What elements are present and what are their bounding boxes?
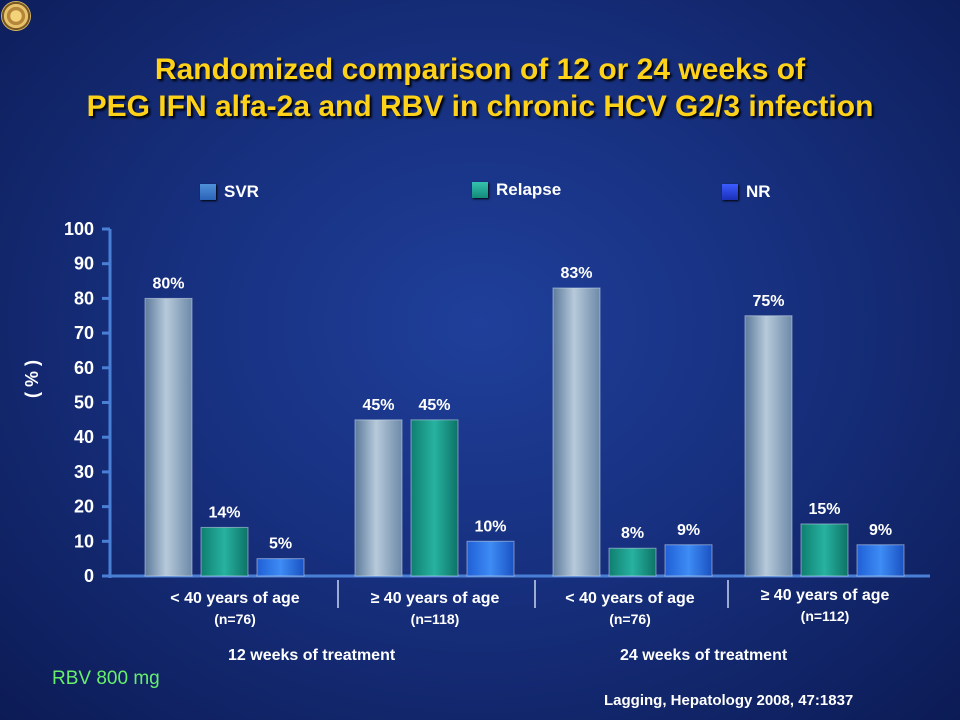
y-tick-label: 100	[64, 219, 94, 239]
group-label-3-n: (n=76)	[609, 611, 651, 627]
bar-svr-group-2	[354, 419, 403, 577]
bar-nr-group-1	[256, 558, 305, 577]
data-label-svr-group-1: 80%	[152, 275, 184, 292]
y-tick-label: 90	[74, 254, 94, 274]
data-label-relapse-group-2: 45%	[418, 397, 450, 414]
data-label-nr-group-3: 9%	[677, 522, 700, 539]
legend-label-svr: SVR	[224, 182, 259, 201]
legend-item-svr: SVR	[200, 181, 259, 203]
group-label-1-n: (n=76)	[214, 611, 256, 627]
legend-item-relapse: Relapse	[472, 179, 561, 201]
y-tick-label: 30	[74, 462, 94, 482]
bar-svr-group-4	[744, 315, 793, 577]
group-label-1-text: < 40 years of age	[170, 590, 300, 607]
bar-relapse-group-2	[410, 419, 459, 577]
group-label-2-n: (n=118)	[410, 611, 460, 627]
period-label-24-weeks: 24 weeks of treatment	[620, 647, 788, 664]
bar-nr-group-4	[856, 544, 905, 577]
data-label-nr-group-4: 9%	[869, 522, 892, 539]
bar-relapse-group-1	[200, 526, 249, 577]
y-tick-label: 50	[74, 393, 94, 413]
legend-label-nr: NR	[746, 182, 771, 201]
bar-nr-group-2	[466, 540, 515, 577]
y-tick-label: 70	[74, 323, 94, 343]
y-tick-label: 80	[74, 288, 94, 308]
bar-relapse-group-4	[800, 523, 849, 577]
data-label-relapse-group-3: 8%	[621, 525, 644, 542]
data-label-relapse-group-1: 14%	[208, 504, 240, 521]
legend-swatch-relapse	[472, 182, 488, 198]
period-label-12-weeks: 12 weeks of treatment	[228, 647, 396, 664]
group-label-4: ≥ 40 years of age (n=112)	[730, 586, 920, 626]
data-label-svr-group-3: 83%	[560, 265, 592, 282]
data-label-nr-group-2: 10%	[474, 518, 506, 535]
legend-swatch-nr	[722, 184, 738, 200]
group-label-3: < 40 years of age (n=76)	[535, 589, 725, 629]
group-label-4-n: (n=112)	[800, 608, 850, 624]
rbv-dose-note: RBV 800 mg	[52, 668, 160, 689]
page-title-line2: PEG IFN alfa-2a and RBV in chronic HCV G…	[86, 90, 874, 123]
data-label-relapse-group-4: 15%	[808, 501, 840, 518]
data-label-svr-group-4: 75%	[752, 293, 784, 310]
bar-nr-group-3	[664, 544, 713, 577]
group-label-1: < 40 years of age (n=76)	[140, 589, 330, 629]
bar-svr-group-3	[552, 287, 601, 577]
bar-relapse-group-3	[608, 547, 657, 577]
y-tick-label: 40	[74, 427, 94, 447]
data-label-nr-group-1: 5%	[269, 536, 292, 553]
page-title-line1: Randomized comparison of 12 or 24 weeks …	[154, 53, 806, 86]
y-tick-label: 10	[74, 531, 94, 551]
group-label-2: ≥ 40 years of age (n=118)	[340, 589, 530, 629]
legend-item-nr: NR	[722, 181, 771, 203]
y-tick-label: 60	[74, 358, 94, 378]
group-label-2-text: ≥ 40 years of age	[370, 590, 500, 607]
data-label-svr-group-2: 45%	[362, 397, 394, 414]
institution-logo	[2, 2, 30, 30]
group-label-4-text: ≥ 40 years of age	[760, 587, 890, 604]
legend-swatch-svr	[200, 184, 216, 200]
group-label-3-text: < 40 years of age	[565, 590, 695, 607]
legend-label-relapse: Relapse	[496, 180, 562, 199]
bar-svr-group-1	[144, 297, 193, 577]
y-tick-label: 20	[74, 497, 94, 517]
citation: Lagging, Hepatology 2008, 47:1837	[604, 692, 854, 709]
y-tick-label: 0	[84, 566, 94, 586]
